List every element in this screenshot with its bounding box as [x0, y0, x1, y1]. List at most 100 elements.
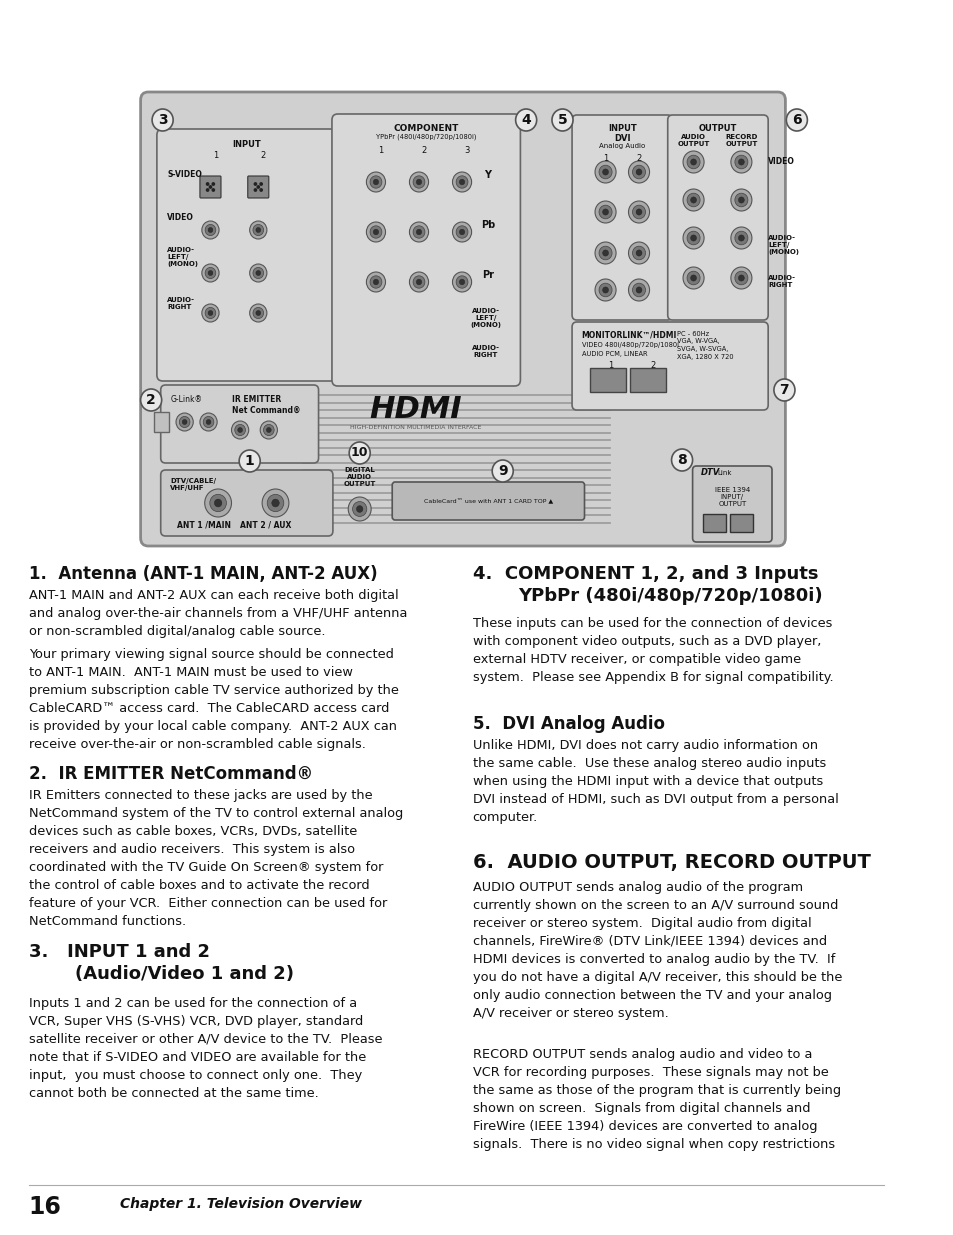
Circle shape	[459, 179, 464, 185]
Circle shape	[636, 287, 641, 293]
Circle shape	[202, 304, 219, 322]
FancyBboxPatch shape	[729, 514, 752, 532]
Text: 2: 2	[260, 151, 266, 161]
Circle shape	[212, 189, 214, 191]
Circle shape	[179, 416, 190, 427]
Circle shape	[515, 109, 537, 131]
Text: 1: 1	[377, 146, 383, 156]
Circle shape	[686, 156, 700, 169]
Circle shape	[730, 267, 751, 289]
Circle shape	[459, 230, 464, 235]
Circle shape	[206, 189, 209, 191]
Text: IEEE 1394
INPUT/
OUTPUT: IEEE 1394 INPUT/ OUTPUT	[714, 487, 749, 508]
Circle shape	[452, 272, 471, 291]
Circle shape	[730, 151, 751, 173]
Text: Unlike HDMI, DVI does not carry audio information on
the same cable.  Use these : Unlike HDMI, DVI does not carry audio in…	[472, 739, 838, 824]
Circle shape	[272, 499, 279, 506]
Text: 3: 3	[157, 112, 168, 127]
Circle shape	[208, 310, 213, 315]
Text: 6: 6	[791, 112, 801, 127]
Text: 16: 16	[29, 1195, 62, 1219]
Text: AUDIO-
LEFT/
(MONO): AUDIO- LEFT/ (MONO)	[167, 247, 198, 267]
Circle shape	[373, 279, 378, 285]
Circle shape	[686, 231, 700, 245]
Text: HDMI: HDMI	[370, 395, 462, 424]
Text: Y: Y	[484, 170, 491, 180]
Circle shape	[208, 227, 213, 232]
FancyBboxPatch shape	[200, 177, 221, 198]
Circle shape	[734, 231, 747, 245]
Circle shape	[250, 221, 267, 240]
FancyBboxPatch shape	[392, 482, 584, 520]
Circle shape	[373, 179, 378, 185]
Text: VIDEO: VIDEO	[767, 158, 794, 167]
Circle shape	[182, 420, 187, 425]
Text: AUDIO-
RIGHT: AUDIO- RIGHT	[767, 275, 796, 288]
Circle shape	[152, 109, 172, 131]
Circle shape	[254, 189, 256, 191]
Circle shape	[690, 159, 696, 165]
FancyBboxPatch shape	[630, 368, 665, 391]
Circle shape	[636, 209, 641, 215]
Circle shape	[738, 159, 743, 165]
Circle shape	[263, 425, 274, 436]
Text: (Audio/Video 1 and 2): (Audio/Video 1 and 2)	[74, 965, 294, 983]
Circle shape	[598, 246, 612, 259]
Text: 2: 2	[420, 146, 426, 156]
Circle shape	[370, 175, 381, 188]
Circle shape	[260, 189, 262, 191]
Circle shape	[456, 175, 468, 188]
Text: 2: 2	[636, 154, 641, 163]
Circle shape	[492, 459, 513, 482]
Circle shape	[734, 272, 747, 285]
Text: IR Emitters connected to these jacks are used by the
NetCommand system of the TV: IR Emitters connected to these jacks are…	[29, 789, 402, 927]
Circle shape	[250, 304, 267, 322]
Circle shape	[210, 494, 226, 511]
Circle shape	[255, 227, 260, 232]
Text: Inputs 1 and 2 can be used for the connection of a
VCR, Super VHS (S-VHS) VCR, D: Inputs 1 and 2 can be used for the conne…	[29, 997, 382, 1100]
Text: ANT 1 /MAIN: ANT 1 /MAIN	[176, 521, 231, 530]
Text: ANT-1 MAIN and ANT-2 AUX can each receive both digital
and analog over-the-air c: ANT-1 MAIN and ANT-2 AUX can each receiv…	[29, 589, 407, 638]
Text: VIDEO: VIDEO	[167, 212, 194, 222]
Circle shape	[628, 201, 649, 224]
Circle shape	[140, 389, 161, 411]
Text: 1: 1	[245, 454, 254, 468]
Circle shape	[452, 222, 471, 242]
Text: 3: 3	[464, 146, 469, 156]
Circle shape	[595, 242, 616, 264]
Text: 8: 8	[677, 453, 686, 467]
Text: Your primary viewing signal source should be connected
to ANT-1 MAIN.  ANT-1 MAI: Your primary viewing signal source shoul…	[29, 648, 398, 751]
Text: S-VIDEO: S-VIDEO	[167, 170, 202, 179]
Circle shape	[636, 169, 641, 175]
Text: AUDIO
OUTPUT: AUDIO OUTPUT	[677, 135, 709, 147]
Circle shape	[686, 272, 700, 285]
Text: AUDIO PCM, LINEAR: AUDIO PCM, LINEAR	[581, 351, 646, 357]
Text: Link: Link	[717, 471, 731, 475]
Circle shape	[682, 189, 703, 211]
Circle shape	[205, 489, 232, 517]
Text: COMPONENT: COMPONENT	[393, 124, 458, 133]
Circle shape	[200, 412, 217, 431]
Text: HIGH-DEFINITION MULTIMEDIA INTERFACE: HIGH-DEFINITION MULTIMEDIA INTERFACE	[350, 425, 481, 430]
Circle shape	[260, 183, 262, 185]
Circle shape	[595, 161, 616, 183]
Circle shape	[232, 421, 249, 438]
Circle shape	[628, 161, 649, 183]
Circle shape	[356, 505, 362, 513]
Circle shape	[409, 272, 428, 291]
Circle shape	[602, 249, 608, 256]
FancyBboxPatch shape	[702, 514, 725, 532]
Circle shape	[205, 268, 215, 279]
Circle shape	[602, 169, 608, 175]
Text: Pr: Pr	[481, 270, 494, 280]
Circle shape	[785, 109, 806, 131]
Circle shape	[253, 225, 263, 236]
Circle shape	[773, 379, 794, 401]
Text: INPUT: INPUT	[232, 140, 260, 149]
Circle shape	[416, 279, 421, 285]
FancyBboxPatch shape	[153, 412, 169, 432]
Text: AUDIO-
LEFT/
(MONO): AUDIO- LEFT/ (MONO)	[767, 235, 799, 254]
Circle shape	[738, 275, 743, 282]
Text: Analog Audio: Analog Audio	[598, 143, 645, 149]
Circle shape	[686, 193, 700, 206]
